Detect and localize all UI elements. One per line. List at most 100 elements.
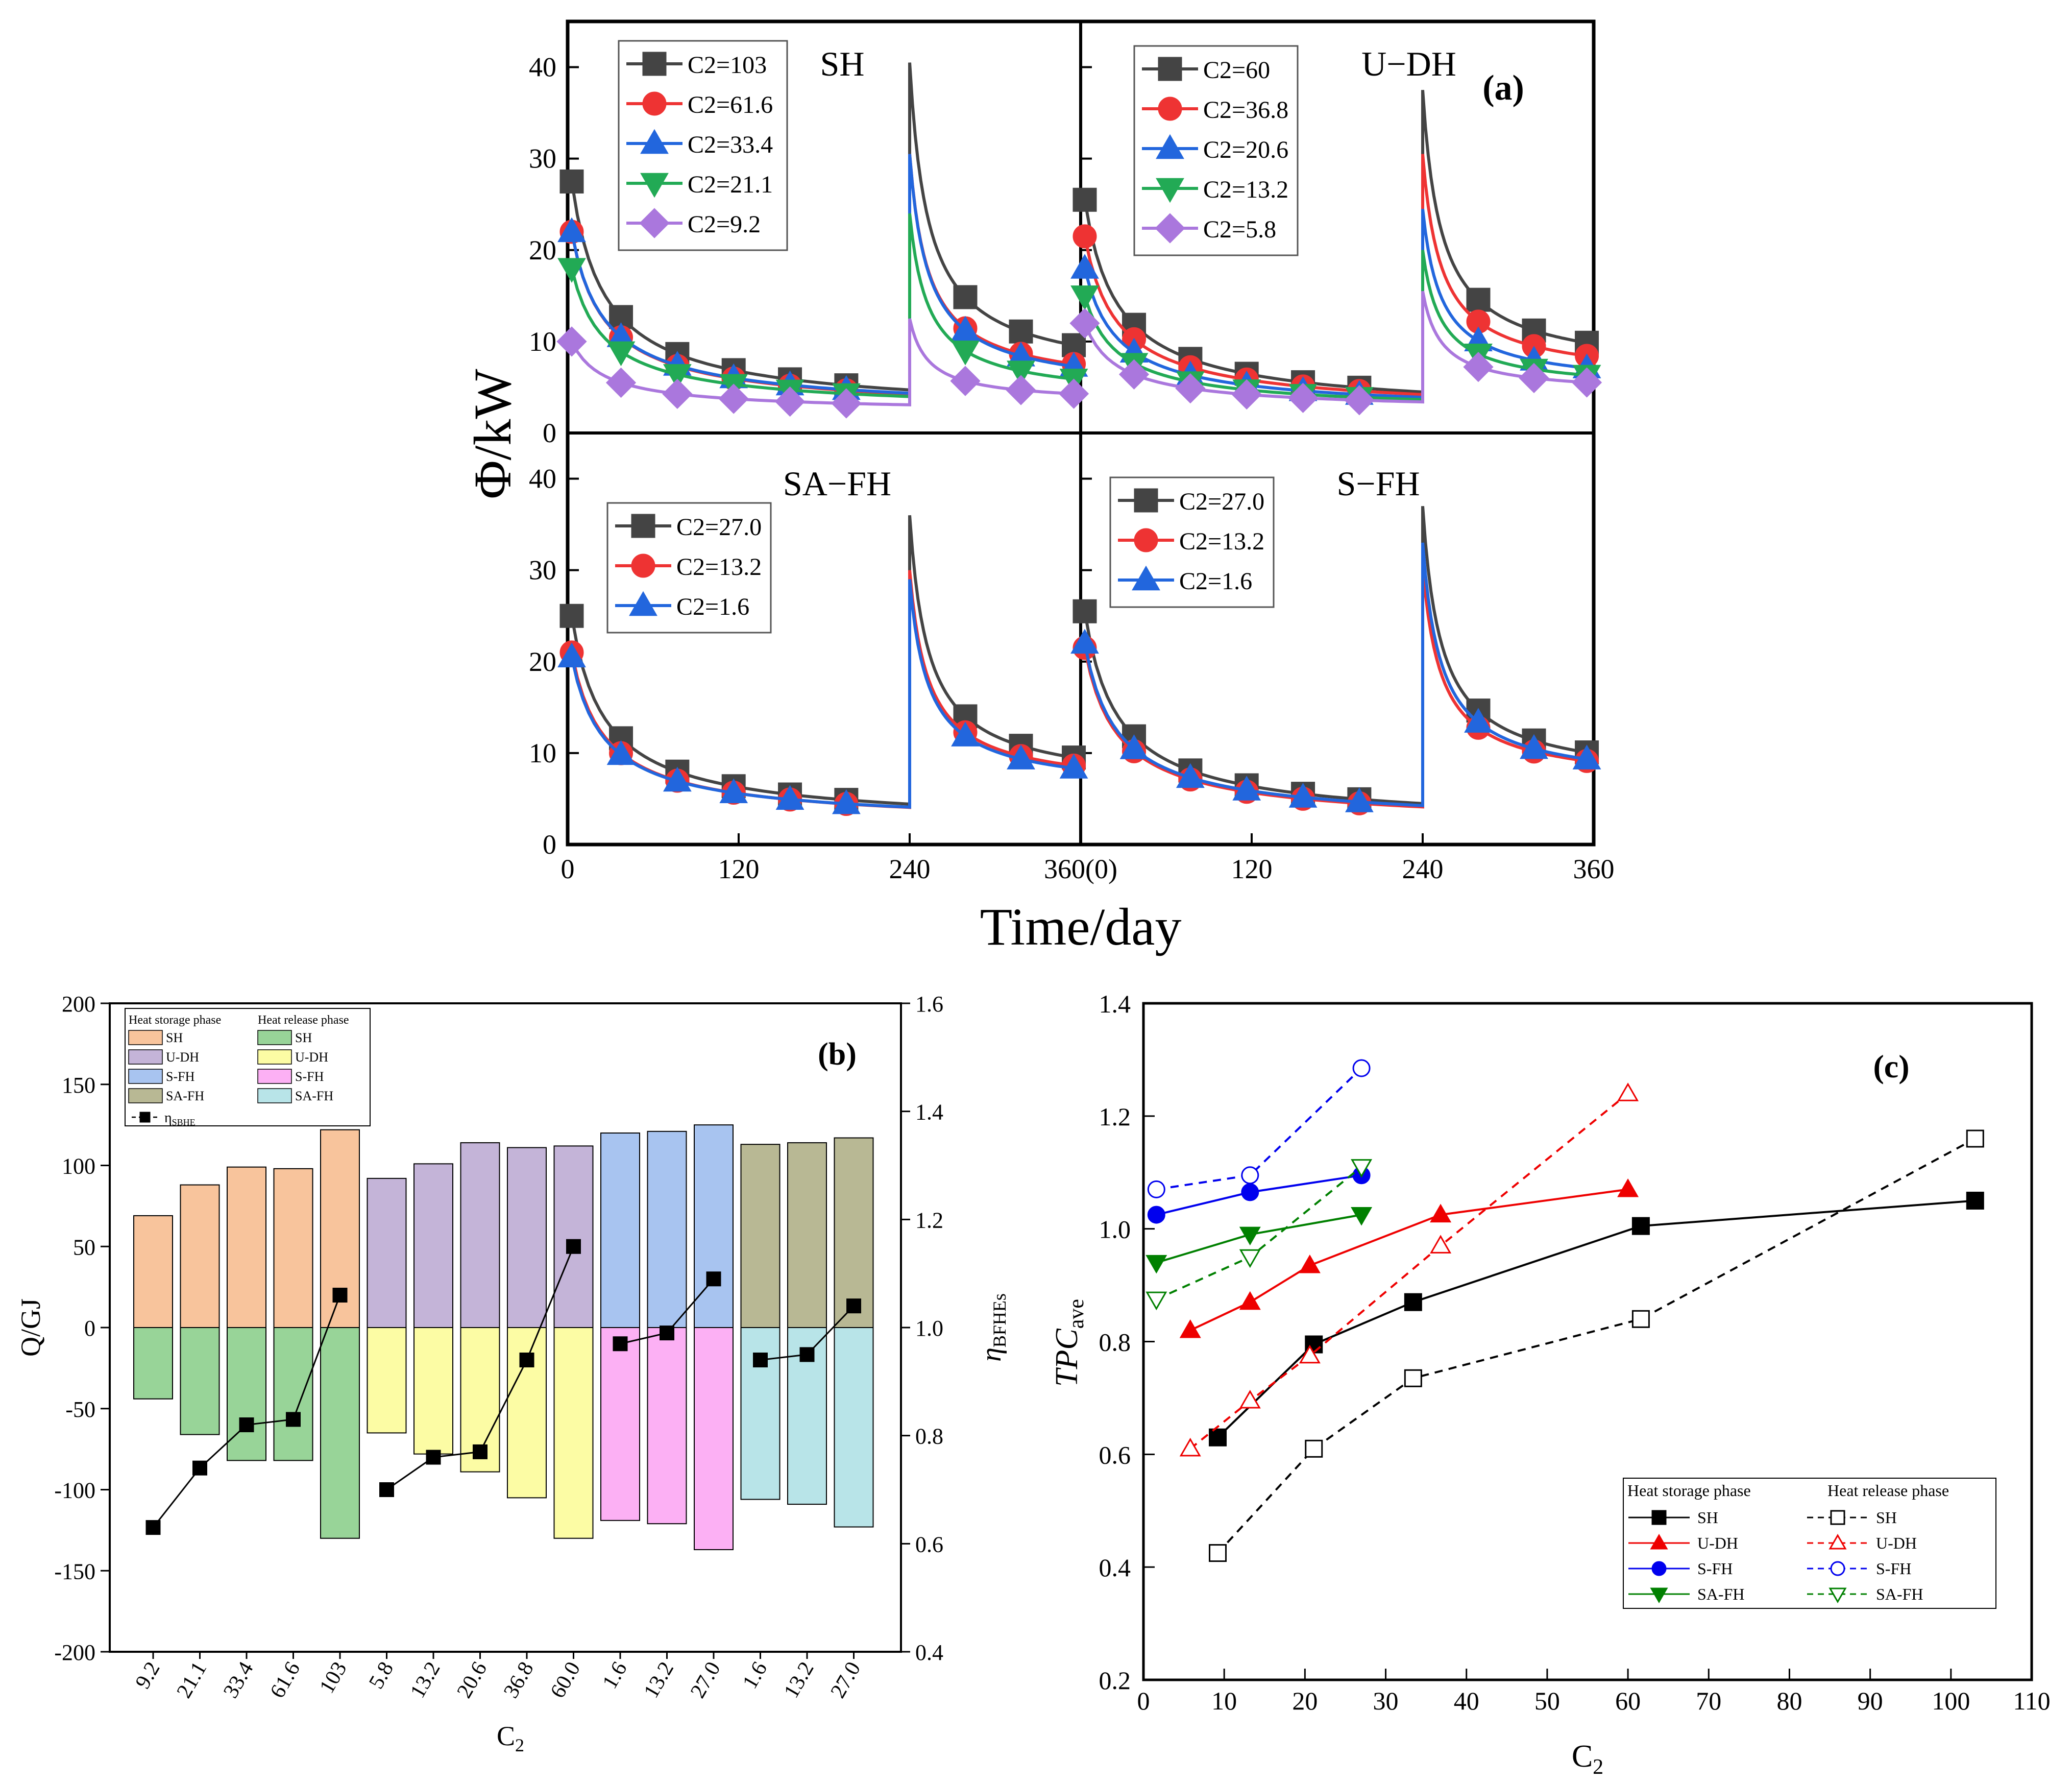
legend-label: S-FH [295,1069,324,1084]
subplot-1 [1069,90,1602,416]
panel-label: (b) [818,1037,857,1072]
bar-storage [273,1168,313,1329]
bar-release [227,1327,266,1461]
series-marker [1232,776,1261,801]
eta-marker [566,1239,581,1254]
series-marker [1287,382,1319,413]
y-tick-label: 0.4 [1099,1553,1131,1582]
x-tick-label: 36.8 [499,1658,539,1702]
series-marker [1351,1159,1373,1178]
series-marker [1175,373,1206,404]
series-marker [1352,1059,1371,1077]
x-axis-title: C2 [497,1721,524,1755]
subplot-title: SH [820,44,865,83]
series-marker [719,778,748,804]
subplot-3 [1070,506,1601,815]
legend-label: SA-FH [1697,1585,1744,1603]
x-tick-label: 0 [1137,1686,1150,1715]
x-tick-label: 240 [1402,854,1444,884]
eta-marker [145,1520,161,1535]
x-tick-label: 90 [1858,1686,1883,1715]
legend-marker [1650,1587,1668,1603]
bar-release [133,1327,173,1400]
series-marker [559,169,584,194]
legend-marker [1158,97,1182,121]
series-marker [662,378,693,409]
series-marker [951,721,980,746]
series-marker [1351,1207,1373,1226]
series-marker [1241,1166,1259,1185]
series-marker [774,386,806,417]
legend-label: SA-FH [166,1089,204,1103]
legend-label: C2=5.8 [1203,216,1276,243]
y-tick-label: 30 [529,143,556,174]
x-tick-label: 360(0) [1044,854,1117,884]
series-marker [605,367,637,398]
x-tick-label: 21.1 [173,1658,212,1702]
x-tick-label: 27.0 [686,1658,725,1702]
series-marker [775,785,805,810]
legend-marker [631,514,655,538]
bar-storage [600,1133,640,1328]
legend-label: C2=36.8 [1203,97,1288,124]
bar-storage [507,1147,547,1328]
subplot-2 [557,515,1088,816]
series-marker [1966,1191,1984,1210]
panel-b: -200 -150 -100 -50 0 50 100 150 200 0.4 0.6 0.8 1.0 1… [15,992,1010,1755]
bar-release [647,1327,687,1525]
series-marker [1231,379,1262,410]
y-axis-title: TPCave [1050,1299,1088,1387]
series-marker [1299,1255,1321,1273]
series-marker [1176,763,1205,788]
bar-release [694,1327,734,1550]
y2-tick-label: 0.8 [915,1424,943,1449]
y2-axis-title: ηBFHEs [976,1293,1010,1362]
y-tick-label: 150 [62,1073,95,1098]
x-tick-label: 40 [1454,1686,1479,1715]
series-line-0 [1217,1199,1976,1438]
x-tick-label: 20 [1292,1686,1318,1715]
series-marker [1147,1206,1165,1224]
legend-marker [1134,488,1158,513]
series-marker [1179,1319,1201,1338]
panel-label: (c) [1873,1048,1909,1085]
series-marker [606,740,636,765]
x-axis-title: C2 [1572,1739,1603,1779]
legend-label: SA-FH [295,1089,333,1103]
x-tick-label: 60.0 [546,1658,586,1702]
series-marker [1463,352,1494,382]
x-tick-label: 70 [1696,1686,1721,1715]
series-marker [1072,187,1097,212]
eta-marker [286,1412,301,1427]
legend-marker [631,553,655,578]
series-marker [1072,224,1097,249]
series-marker [1404,1369,1422,1387]
series-marker [557,217,586,243]
y-tick-label: 40 [529,52,556,83]
panel-a: 0 10 20 30 40 0 10 20 30 40 0 120 240 360(0) 120 240 360… [464,19,1615,956]
bar-release [413,1327,453,1455]
legend-marker [1156,178,1184,203]
legend-header: Heat release phase [258,1014,349,1027]
x-tick-label: 9.2 [131,1658,165,1693]
series-marker [1179,1437,1201,1457]
series-marker [1069,308,1100,339]
series-marker [1631,1217,1650,1235]
x-tick-label: 13.2 [640,1658,679,1702]
legend-marker [1134,528,1158,552]
x-tick-label: 5.8 [364,1658,398,1693]
series-marker [1209,1544,1227,1562]
series-marker [1058,378,1089,409]
eta-marker [753,1353,768,1367]
legend-label: C2=61.6 [688,91,773,118]
x-axis-title: Time/day [980,898,1182,956]
subplot-0 [556,62,1089,419]
eta-marker [239,1417,254,1432]
legend-marker [640,173,669,198]
series-marker [1519,363,1549,394]
legend-swatch [128,1069,163,1084]
bar-storage [367,1177,407,1328]
panel-label: (a) [1482,68,1524,108]
eta-marker [379,1482,394,1497]
